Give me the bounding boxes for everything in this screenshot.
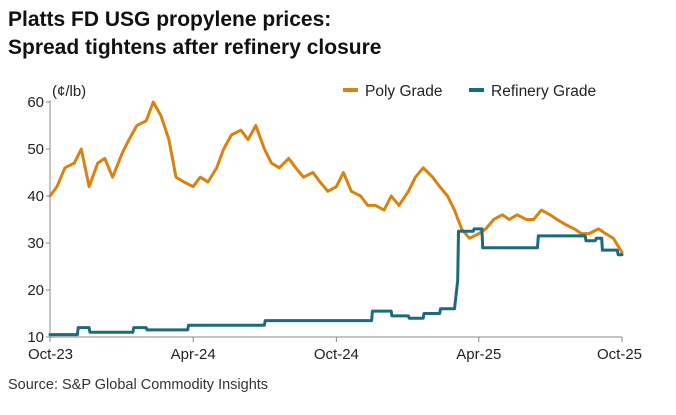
y-tick-label: 60 — [27, 94, 44, 111]
refinery-grade-series-line — [48, 227, 624, 337]
x-tick-label: Oct-24 — [314, 346, 359, 363]
y-tick-label: 10 — [27, 329, 44, 346]
chart-title-line-1: Platts FD USG propylene prices: — [8, 8, 332, 31]
chart-title-line-2: Spread tightens after refinery closure — [8, 36, 382, 59]
x-tick-label: Oct-23 — [28, 346, 73, 363]
x-tick-label: Oct-25 — [597, 346, 642, 363]
poly-grade-series-line — [48, 100, 624, 254]
y-tick-label: 50 — [27, 141, 44, 158]
x-tick-label: Apr-25 — [456, 346, 501, 363]
y-axis-label: (¢/lb) — [52, 83, 86, 100]
source-note: Source: S&P Global Commodity Insights — [8, 377, 269, 393]
legend-poly-grade-label: Poly Grade — [365, 83, 443, 100]
x-tick-label: Apr-24 — [171, 346, 216, 363]
legend-refinery-grade-label: Refinery Grade — [491, 83, 596, 100]
y-tick-label: 20 — [27, 282, 44, 299]
y-tick-label: 30 — [27, 235, 44, 252]
y-tick-label: 40 — [27, 188, 44, 205]
chart-title: Platts FD USG propylene prices: Spread t… — [8, 6, 668, 62]
